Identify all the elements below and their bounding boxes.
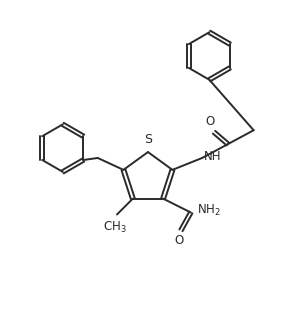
Text: S: S — [144, 133, 152, 146]
Text: CH$_3$: CH$_3$ — [103, 219, 127, 235]
Text: O: O — [174, 234, 184, 247]
Text: NH: NH — [204, 151, 222, 164]
Text: NH$_2$: NH$_2$ — [197, 203, 221, 218]
Text: O: O — [205, 115, 215, 128]
